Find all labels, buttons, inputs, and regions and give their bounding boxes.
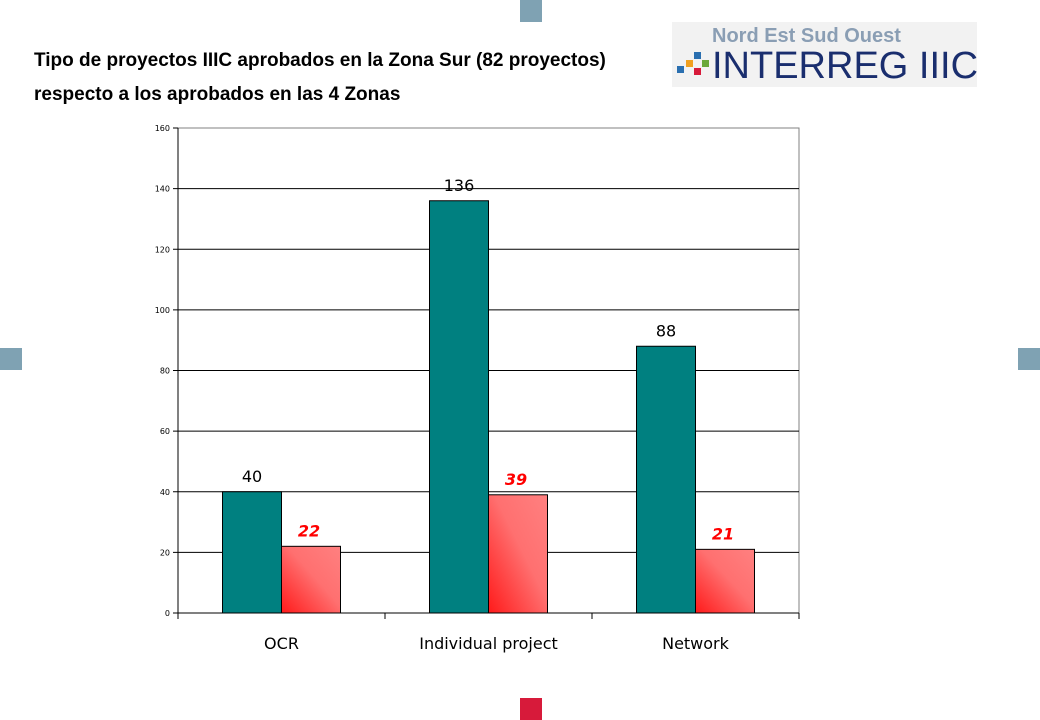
logo-square-blue-top bbox=[694, 52, 701, 59]
logo-square-red bbox=[694, 68, 701, 75]
bar-all-zones bbox=[429, 200, 489, 614]
data-label-all-zones: 136 bbox=[444, 176, 475, 195]
decor-square-bottom bbox=[520, 698, 542, 720]
bar-south-zone bbox=[281, 545, 341, 614]
decor-square-right bbox=[1018, 348, 1040, 370]
logo-top-text: Nord Est Sud Ouest bbox=[712, 25, 901, 47]
y-tick-label: 120 bbox=[155, 245, 170, 254]
data-label-south-zone: 39 bbox=[505, 470, 527, 489]
logo-square-blue-left bbox=[677, 66, 684, 73]
data-label-south-zone: 22 bbox=[298, 521, 320, 540]
y-tick-label: 80 bbox=[160, 367, 170, 376]
slide-title: Tipo de proyectos IIIC aprobados en la Z… bbox=[34, 50, 606, 105]
logo-square-orange bbox=[686, 60, 693, 67]
y-tick-label: 40 bbox=[160, 488, 170, 497]
y-tick-label: 140 bbox=[155, 185, 170, 194]
y-tick-label: 160 bbox=[155, 124, 170, 133]
bar-all-zones bbox=[636, 345, 696, 614]
y-tick-label: 0 bbox=[165, 609, 170, 618]
bar-south-zone bbox=[695, 548, 755, 614]
decor-square-left bbox=[0, 348, 22, 370]
bar-south-zone bbox=[488, 494, 548, 614]
y-tick-label: 60 bbox=[160, 427, 170, 436]
y-tick-label: 100 bbox=[155, 306, 170, 315]
bar-all-zones bbox=[222, 491, 282, 614]
category-label: Individual project bbox=[419, 634, 558, 653]
y-tick-label: 20 bbox=[160, 548, 170, 557]
data-label-all-zones: 88 bbox=[656, 321, 676, 340]
interreg-logo: Nord Est Sud Ouest INTERREG IIIC bbox=[672, 22, 977, 87]
logo-main-text: INTERREG IIIC bbox=[712, 45, 977, 87]
data-label-south-zone: 21 bbox=[712, 524, 734, 543]
category-label: OCR bbox=[264, 634, 299, 653]
logo-square-green bbox=[702, 60, 709, 67]
category-label: Network bbox=[662, 634, 730, 653]
decor-square-top bbox=[520, 0, 542, 22]
data-label-all-zones: 40 bbox=[242, 467, 262, 486]
